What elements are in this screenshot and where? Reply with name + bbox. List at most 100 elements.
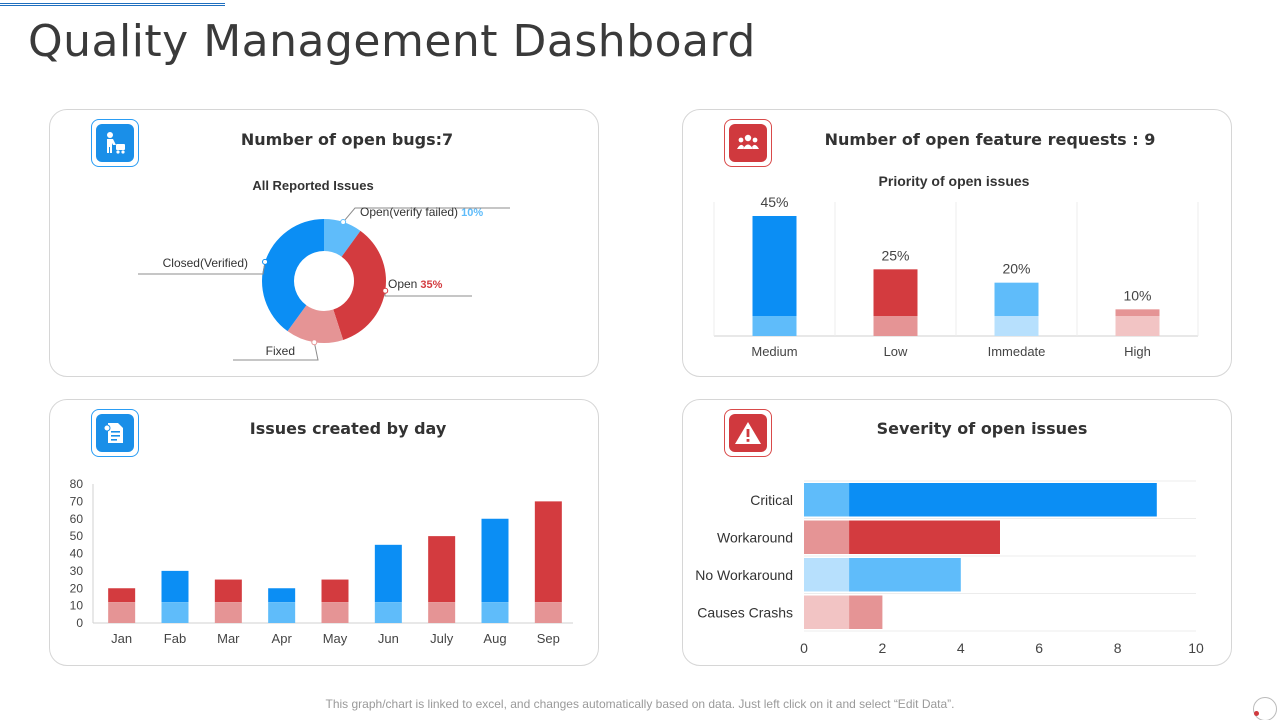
severity-category-workaround: Workaround <box>717 529 793 545</box>
day-bar-base-aug <box>481 602 509 623</box>
severity-category-no-workaround: No Workaround <box>695 567 793 583</box>
pie-leader-dot-fixed <box>311 339 318 346</box>
pie-slice-closed-verified <box>261 219 324 332</box>
feature-requests-title: Number of open feature requests : 9 <box>824 130 1156 149</box>
priority-bar-base-high <box>1115 316 1160 336</box>
priority-value-low: 25% <box>881 247 909 263</box>
pie-slice-open <box>333 230 386 340</box>
severity-xtick-0: 0 <box>800 640 808 656</box>
priority-chart: Priority of open issues 45% Medium 25% Low 20… <box>713 173 1199 359</box>
feature-requests-badge <box>724 119 772 167</box>
issues-by-day-badge <box>91 409 139 457</box>
priority-bar-low <box>873 269 918 316</box>
severity-category-critical: Critical <box>750 492 793 508</box>
corner-logo-dot <box>1254 711 1259 716</box>
pie-label-fixed: Fixed <box>266 344 295 358</box>
priority-category-low: Low <box>884 344 908 359</box>
severity-bar-base-no-workaround <box>804 558 850 592</box>
priority-value-high: 10% <box>1123 287 1151 303</box>
day-bar-july <box>428 536 456 603</box>
priority-category-high: High <box>1124 344 1151 359</box>
pie-leader-dot-open-verify-failed <box>340 219 347 226</box>
day-bar-mar <box>214 579 242 603</box>
pie-title: All Reported Issues <box>252 178 373 193</box>
severity-bar-causes-crashs <box>849 595 883 629</box>
pie-label-closed-verified: Closed(Verified) <box>163 256 248 270</box>
day-bar-base-jun <box>374 602 402 623</box>
day-ytick-80: 80 <box>70 477 84 491</box>
day-bar-jun <box>374 544 402 603</box>
day-ytick-70: 70 <box>70 494 84 508</box>
issues-by-day-chart: 0 10 20 30 40 50 60 70 80 Jan Fab Mar Apr May Jun July A… <box>70 477 573 646</box>
day-ytick-50: 50 <box>70 529 84 543</box>
priority-bar-base-low <box>873 316 918 336</box>
day-category-apr: Apr <box>272 631 293 646</box>
priority-bar-base-medium <box>752 316 797 336</box>
document-settings-icon <box>103 423 123 443</box>
severity-xtick-4: 4 <box>957 640 965 656</box>
day-ytick-30: 30 <box>70 564 84 578</box>
pie-label-open: Open 35% <box>388 277 443 291</box>
day-ytick-60: 60 <box>70 512 84 526</box>
severity-bar-workaround <box>849 520 1000 554</box>
day-category-jan: Jan <box>111 631 132 646</box>
page-title: Quality Management Dashboard <box>28 16 756 67</box>
severity-category-causes-crashs: Causes Crashs <box>697 604 793 620</box>
day-ytick-20: 20 <box>70 581 84 595</box>
day-bar-base-jan <box>108 602 136 623</box>
priority-bar-high <box>1115 309 1160 316</box>
priority-title: Priority of open issues <box>879 173 1030 189</box>
issues-by-day-title: Issues created by day <box>249 419 447 438</box>
severity-xtick-2: 2 <box>879 640 887 656</box>
priority-category-medium: Medium <box>751 344 797 359</box>
team-icon <box>737 134 759 149</box>
priority-value-immedate: 20% <box>1002 261 1030 277</box>
warning-icon <box>735 422 761 444</box>
all-reported-issues-chart: All Reported Issues Open(verify failed) 1… <box>138 178 510 361</box>
priority-bar-immedate <box>994 282 1039 316</box>
severity-bar-base-causes-crashs <box>804 595 850 629</box>
severity-card: Severity of open issues Critical Workarou… <box>682 399 1232 666</box>
day-bar-base-july <box>428 602 456 623</box>
pie-leader-closed-verified <box>138 261 266 275</box>
top-accent-rule <box>0 3 225 6</box>
pie-pct-open: 35% <box>417 279 442 291</box>
severity-badge <box>724 409 772 457</box>
severity-bar-base-workaround <box>804 520 850 554</box>
day-bar-aug <box>481 518 509 603</box>
pie-leader-fixed <box>233 342 319 361</box>
severity-bar-no-workaround <box>849 558 961 592</box>
pie-leader-dot-closed-verified <box>262 258 269 265</box>
day-bar-may <box>321 579 349 603</box>
day-bar-sep <box>534 501 562 603</box>
pie-slice-fixed <box>287 305 344 343</box>
day-category-mar: Mar <box>217 631 240 646</box>
day-bar-apr <box>268 588 296 603</box>
severity-bar-base-critical <box>804 483 850 517</box>
severity-title: Severity of open issues <box>876 419 1088 438</box>
day-bar-base-may <box>321 602 349 623</box>
day-ytick-10: 10 <box>70 599 84 613</box>
worker-icon <box>107 132 125 154</box>
day-bar-fab <box>161 570 189 603</box>
priority-bar-base-immedate <box>994 316 1039 336</box>
day-bar-jan <box>108 588 136 603</box>
day-ytick-40: 40 <box>70 547 84 561</box>
priority-bar-medium <box>752 216 797 316</box>
day-category-fab: Fab <box>164 631 186 646</box>
day-bar-base-sep <box>534 602 562 623</box>
day-bar-base-apr <box>268 602 296 623</box>
severity-xtick-10: 10 <box>1188 640 1204 656</box>
pie-slice-open-verify-failed <box>324 219 361 257</box>
issues-by-day-card: Issues created by day 0 10 20 30 40 50 60 70 80 J… <box>49 399 599 666</box>
pie-leader-open-verify-failed <box>342 207 510 223</box>
severity-bar-critical <box>849 483 1157 517</box>
severity-xtick-8: 8 <box>1114 640 1122 656</box>
severity-chart: Critical Workaround No Workaround Causes Cr… <box>695 480 1204 656</box>
open-bugs-card: Number of open bugs:7 All Reported Issue… <box>49 109 599 377</box>
corner-logo-mark <box>1253 697 1277 720</box>
day-category-aug: Aug <box>483 631 506 646</box>
priority-value-medium: 45% <box>760 194 788 210</box>
day-category-july: July <box>430 631 454 646</box>
pie-label-open-verify-failed: Open(verify failed) 10% <box>360 205 483 219</box>
